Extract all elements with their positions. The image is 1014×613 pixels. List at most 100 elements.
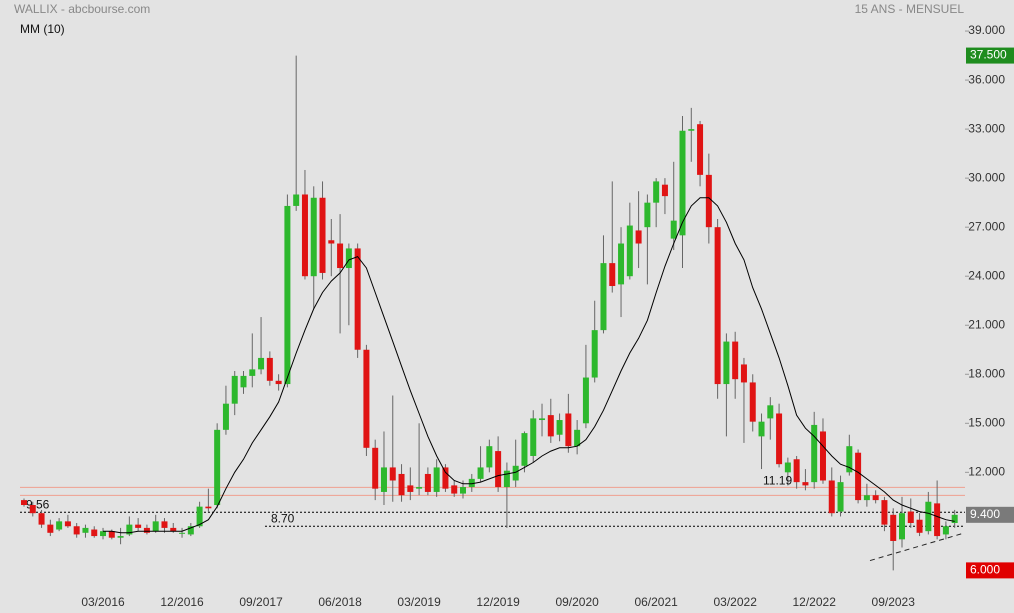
price-tag-label: 6.000 [970, 563, 1000, 577]
price-tag [966, 506, 1014, 523]
x-tick-label: 12/2022 [793, 595, 837, 609]
level-label: 8.70 [271, 511, 295, 525]
candle-body [714, 227, 721, 385]
candle-body [345, 248, 352, 269]
candle-body [591, 330, 598, 378]
candle-body [784, 462, 791, 473]
annotation: 11.19 [763, 474, 792, 488]
candle-body [126, 524, 133, 535]
candle-body [451, 485, 458, 494]
price-tag-label: 9.400 [970, 507, 1000, 521]
candle-body [872, 495, 879, 501]
candle-body [240, 375, 247, 388]
candle-body [486, 446, 493, 468]
candle-body [222, 403, 229, 430]
candle-body [433, 467, 440, 492]
candle-body [811, 424, 818, 483]
candle-body [266, 357, 273, 381]
candle-body [679, 130, 686, 236]
candle-body [82, 527, 89, 533]
y-tick-label: 18.000 [968, 366, 1005, 380]
candle-body [319, 197, 326, 273]
candle-body [442, 467, 449, 489]
candle-body [635, 230, 642, 244]
candle-body [609, 263, 616, 287]
candle-body [468, 478, 475, 488]
candle-body [767, 405, 774, 419]
candle-body [942, 526, 949, 535]
y-tick-label: 12.000 [968, 464, 1005, 478]
candle-body [688, 129, 695, 131]
candle-body [38, 513, 45, 525]
candle-body [284, 205, 291, 385]
level-label: 9.56 [26, 497, 50, 511]
candle-body [925, 501, 932, 532]
candle-body [117, 536, 124, 538]
candle-body [503, 470, 510, 488]
candle-body [670, 220, 677, 239]
candle-body [855, 452, 862, 501]
candle-body [108, 531, 115, 538]
candle-body [863, 495, 870, 501]
candle-body [310, 197, 317, 277]
candle-body [661, 184, 668, 197]
candle-body [135, 524, 142, 528]
candle-body [301, 194, 308, 277]
candle-body [372, 447, 379, 489]
candle-body [837, 482, 844, 512]
candle-body [231, 375, 238, 404]
candle-body [556, 420, 563, 435]
candle-body [214, 429, 221, 506]
candle-body [530, 418, 537, 456]
x-tick-label: 09/2023 [872, 595, 916, 609]
candle-body [293, 194, 300, 206]
x-tick-label: 06/2021 [634, 595, 678, 609]
candle-body [21, 500, 27, 506]
candle-body [916, 519, 923, 533]
candle-body [143, 527, 150, 533]
candle-body [73, 526, 80, 535]
chart-title: WALLIX - abcbourse.com [14, 2, 150, 16]
y-tick-label: 33.000 [968, 121, 1005, 135]
chart-subtitle: 15 ANS - MENSUEL [855, 2, 965, 16]
candle-body [91, 529, 98, 537]
candle-body [363, 349, 370, 448]
candle-body [100, 531, 107, 537]
candle-body [644, 202, 651, 228]
x-tick-label: 03/2022 [713, 595, 757, 609]
candle-body [626, 225, 633, 277]
y-tick-label: 21.000 [968, 317, 1005, 331]
candle-body [170, 527, 177, 532]
candle-body [187, 526, 194, 535]
candle-body [258, 357, 265, 370]
x-tick-label: 12/2019 [476, 595, 520, 609]
candle-body [802, 482, 809, 486]
candle-body [407, 485, 414, 492]
candle-body [793, 459, 800, 483]
candle-body [934, 503, 941, 537]
candle-body [152, 521, 159, 532]
y-tick-label: 15.000 [968, 415, 1005, 429]
candle-body [389, 467, 396, 481]
candle-body [495, 451, 502, 488]
x-tick-label: 09/2017 [239, 595, 283, 609]
trendline [869, 532, 966, 562]
candle-body [732, 341, 739, 380]
y-tick-label: 36.000 [968, 72, 1005, 86]
candle-body [740, 364, 747, 383]
x-tick-label: 03/2016 [81, 595, 125, 609]
candle-body [275, 380, 282, 385]
candle-body [29, 505, 36, 514]
candle-body [582, 377, 589, 424]
candle-body [565, 413, 572, 447]
candle-body [819, 431, 826, 481]
candle-body [776, 413, 783, 465]
moving-average [103, 197, 955, 534]
price-tag-label: 37.500 [970, 48, 1007, 62]
candle-body [653, 181, 660, 203]
candle-body [547, 415, 554, 437]
candle-body [951, 514, 958, 523]
candle-body [380, 467, 387, 492]
candle-body [618, 243, 625, 285]
candle-body [574, 429, 581, 447]
